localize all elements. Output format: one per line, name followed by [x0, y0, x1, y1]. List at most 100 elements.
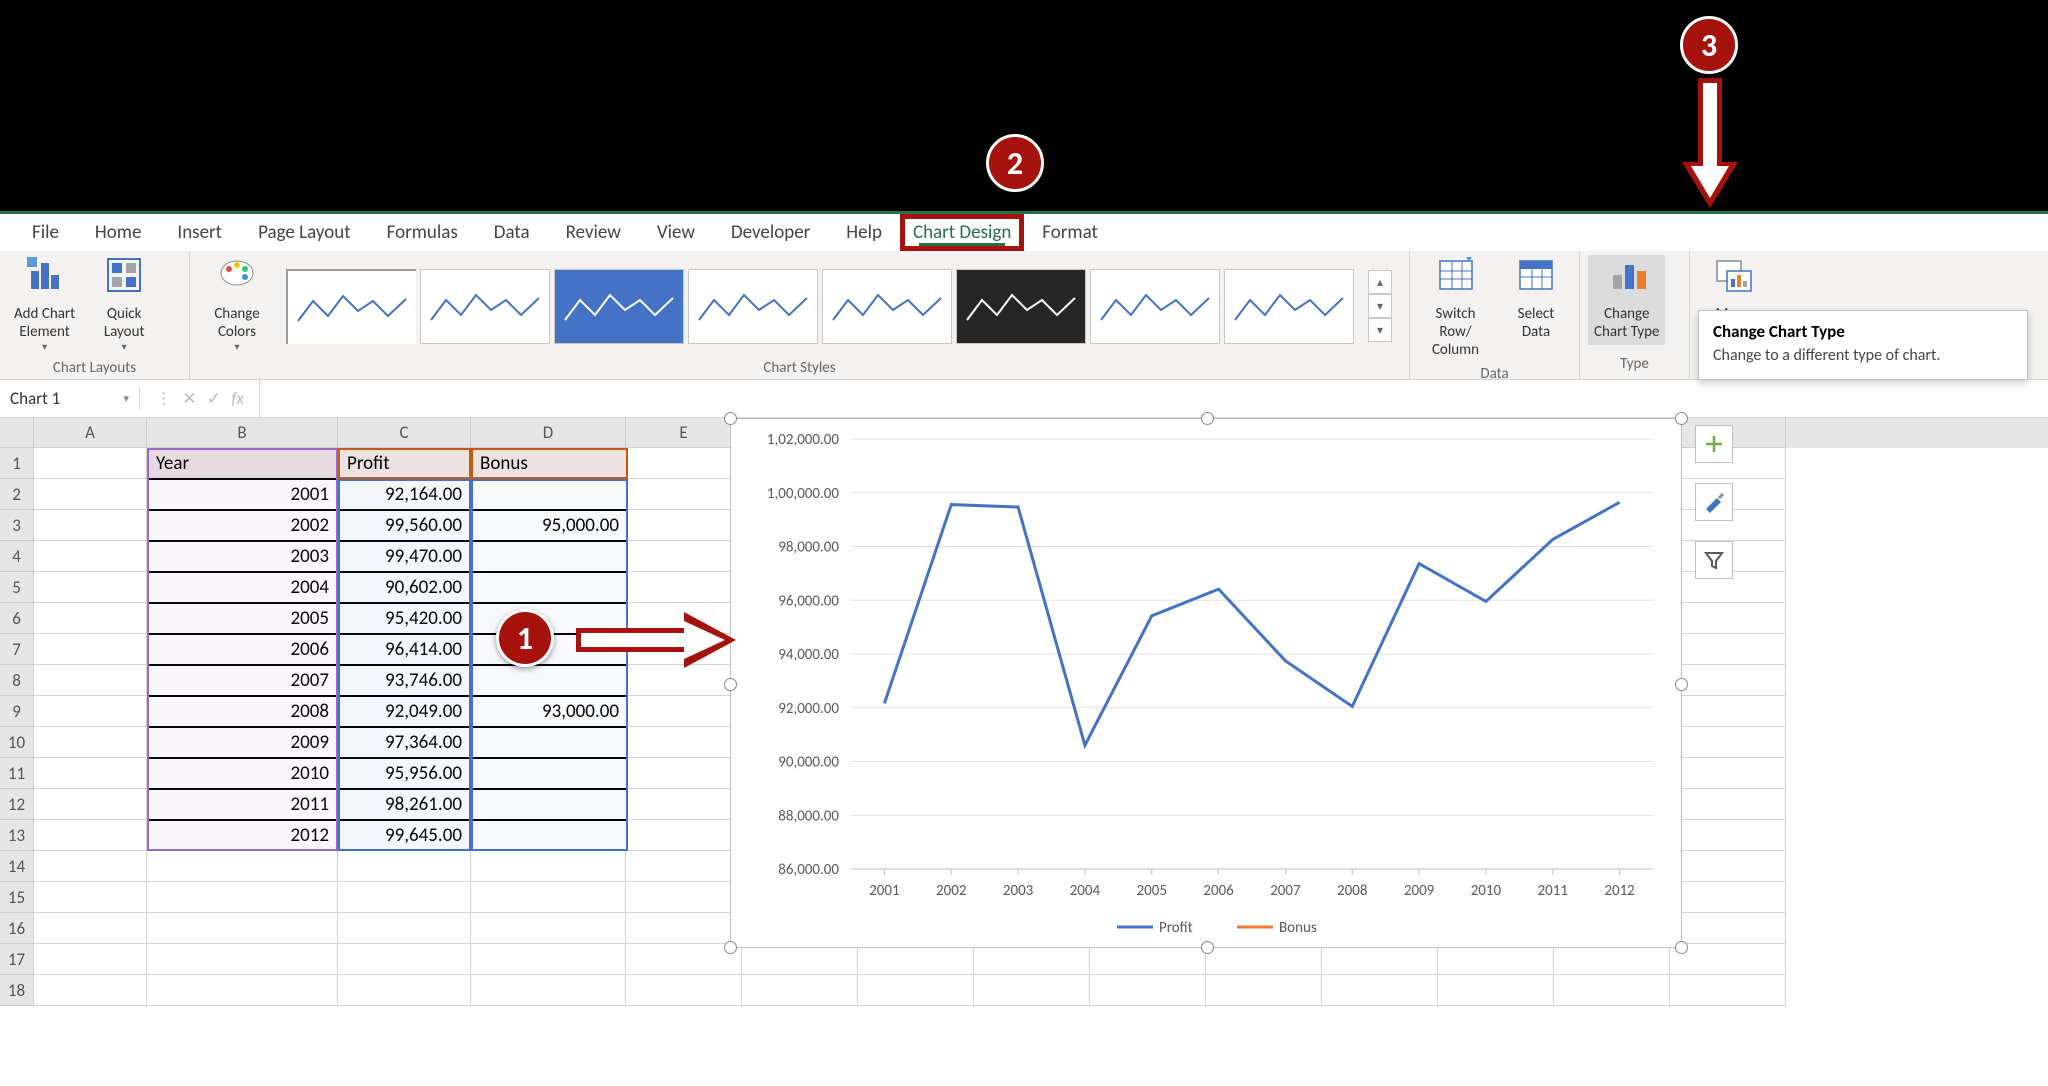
name-box-dropdown-icon[interactable]: ▾ — [123, 392, 129, 405]
row-header-12[interactable]: 12 — [0, 789, 34, 820]
cell[interactable] — [34, 975, 147, 1006]
row-header-17[interactable]: 17 — [0, 944, 34, 975]
change-chart-type-button[interactable]: ChangeChart Type — [1588, 255, 1665, 345]
column-header-A[interactable]: A — [34, 418, 147, 448]
cell[interactable] — [626, 882, 742, 913]
row-header-2[interactable]: 2 — [0, 479, 34, 510]
cell[interactable] — [626, 820, 742, 851]
change-colors-button[interactable]: ChangeColors ▾ — [198, 255, 276, 357]
cell[interactable] — [1206, 975, 1322, 1006]
style-scroll[interactable]: ▴ ▾ ▾ — [1368, 270, 1392, 342]
cell[interactable] — [1670, 975, 1786, 1006]
cell[interactable] — [34, 510, 147, 541]
cell[interactable] — [626, 758, 742, 789]
style-scroll-down-icon[interactable]: ▾ — [1368, 294, 1392, 318]
cell[interactable] — [34, 603, 147, 634]
cell[interactable] — [147, 882, 338, 913]
ribbon-tab-page-layout[interactable]: Page Layout — [240, 215, 369, 250]
cancel-icon[interactable]: ✕ — [182, 388, 196, 409]
cell[interactable] — [626, 541, 742, 572]
chart-elements-button[interactable] — [1695, 425, 1733, 463]
select-all-corner[interactable] — [0, 418, 34, 448]
ribbon-tab-formulas[interactable]: Formulas — [369, 215, 476, 250]
cell[interactable] — [1670, 851, 1786, 882]
cell[interactable] — [1322, 975, 1438, 1006]
ribbon-tab-chart-design[interactable]: Chart Design — [900, 214, 1024, 251]
cell[interactable] — [338, 913, 471, 944]
row-header-15[interactable]: 15 — [0, 882, 34, 913]
cell[interactable] — [1438, 975, 1554, 1006]
chart-filters-button[interactable] — [1695, 541, 1733, 579]
row-header-9[interactable]: 9 — [0, 696, 34, 727]
cell[interactable] — [626, 696, 742, 727]
row-header-8[interactable]: 8 — [0, 665, 34, 696]
cell[interactable] — [338, 975, 471, 1006]
cell[interactable] — [34, 758, 147, 789]
row-header-3[interactable]: 3 — [0, 510, 34, 541]
chart-object[interactable]: 1,02,000.001,00,000.0098,000.0096,000.00… — [730, 418, 1682, 948]
add-chart-element-button[interactable]: Add ChartElement ▾ — [8, 255, 81, 357]
cell[interactable] — [34, 665, 147, 696]
row-header-6[interactable]: 6 — [0, 603, 34, 634]
chart-style-thumb-4[interactable] — [688, 269, 818, 344]
cell[interactable] — [974, 975, 1090, 1006]
cell[interactable] — [147, 913, 338, 944]
chart-styles-gallery[interactable] — [284, 267, 1356, 346]
cell[interactable] — [34, 696, 147, 727]
cell[interactable] — [471, 882, 626, 913]
row-header-4[interactable]: 4 — [0, 541, 34, 572]
cell[interactable] — [1670, 789, 1786, 820]
cell[interactable] — [626, 448, 742, 479]
cell[interactable] — [626, 727, 742, 758]
ribbon-tab-review[interactable]: Review — [548, 215, 639, 250]
row-header-11[interactable]: 11 — [0, 758, 34, 789]
ribbon-tab-insert[interactable]: Insert — [159, 215, 240, 250]
select-data-button[interactable]: SelectData — [1501, 255, 1571, 345]
ribbon-tab-data[interactable]: Data — [476, 215, 548, 250]
chart-style-thumb-3[interactable] — [554, 269, 684, 344]
ribbon-tab-home[interactable]: Home — [77, 215, 160, 250]
fx-icon[interactable]: fx — [231, 388, 244, 409]
cell[interactable] — [1670, 820, 1786, 851]
column-header-D[interactable]: D — [471, 418, 626, 448]
cell[interactable] — [858, 975, 974, 1006]
chart-style-thumb-7[interactable] — [1090, 269, 1220, 344]
chart-style-thumb-6[interactable] — [956, 269, 1086, 344]
chart-styles-button[interactable] — [1695, 483, 1733, 521]
cell[interactable] — [34, 913, 147, 944]
ribbon-tab-file[interactable]: File — [14, 215, 77, 250]
cell[interactable] — [34, 944, 147, 975]
switch-row-column-button[interactable]: Switch Row/Column — [1418, 255, 1493, 363]
cell[interactable] — [471, 975, 626, 1006]
chart-style-thumb-1[interactable] — [286, 269, 416, 344]
row-header-10[interactable]: 10 — [0, 727, 34, 758]
name-box[interactable]: Chart 1 ▾ — [0, 388, 140, 409]
row-header-13[interactable]: 13 — [0, 820, 34, 851]
cell[interactable] — [147, 944, 338, 975]
style-scroll-up-icon[interactable]: ▴ — [1368, 270, 1392, 294]
cell[interactable] — [1670, 665, 1786, 696]
cell[interactable] — [34, 882, 147, 913]
cell[interactable] — [34, 634, 147, 665]
cell[interactable] — [338, 882, 471, 913]
cell[interactable] — [471, 851, 626, 882]
cell[interactable] — [626, 572, 742, 603]
row-header-18[interactable]: 18 — [0, 975, 34, 1006]
cell[interactable] — [626, 975, 742, 1006]
ribbon-tab-developer[interactable]: Developer — [713, 215, 828, 250]
cell[interactable] — [1554, 975, 1670, 1006]
cell[interactable] — [34, 851, 147, 882]
ribbon-tab-view[interactable]: View — [639, 215, 713, 250]
cell[interactable] — [1670, 603, 1786, 634]
spreadsheet-grid[interactable]: ABCDEFGHIJKLMN 1234567891011121314151617… — [0, 418, 2048, 1006]
cell[interactable] — [34, 727, 147, 758]
cell[interactable] — [742, 975, 858, 1006]
cell[interactable] — [471, 913, 626, 944]
cell[interactable] — [34, 541, 147, 572]
cell[interactable] — [34, 789, 147, 820]
enter-icon[interactable]: ✓ — [207, 388, 221, 409]
cell[interactable] — [34, 479, 147, 510]
cell[interactable] — [147, 975, 338, 1006]
ribbon-tab-format[interactable]: Format — [1024, 215, 1116, 250]
cell[interactable] — [34, 448, 147, 479]
